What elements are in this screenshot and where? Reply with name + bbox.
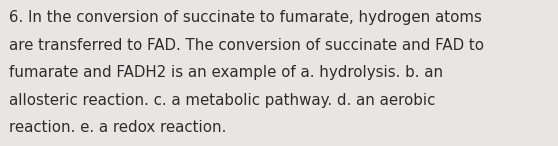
Text: reaction. e. a redox reaction.: reaction. e. a redox reaction. <box>9 120 227 135</box>
Text: fumarate and FADH2 is an example of a. hydrolysis. b. an: fumarate and FADH2 is an example of a. h… <box>9 65 444 80</box>
Text: are transferred to FAD. The conversion of succinate and FAD to: are transferred to FAD. The conversion o… <box>9 38 484 53</box>
Text: 6. In the conversion of succinate to fumarate, hydrogen atoms: 6. In the conversion of succinate to fum… <box>9 10 482 25</box>
Text: allosteric reaction. c. a metabolic pathway. d. an aerobic: allosteric reaction. c. a metabolic path… <box>9 93 436 108</box>
